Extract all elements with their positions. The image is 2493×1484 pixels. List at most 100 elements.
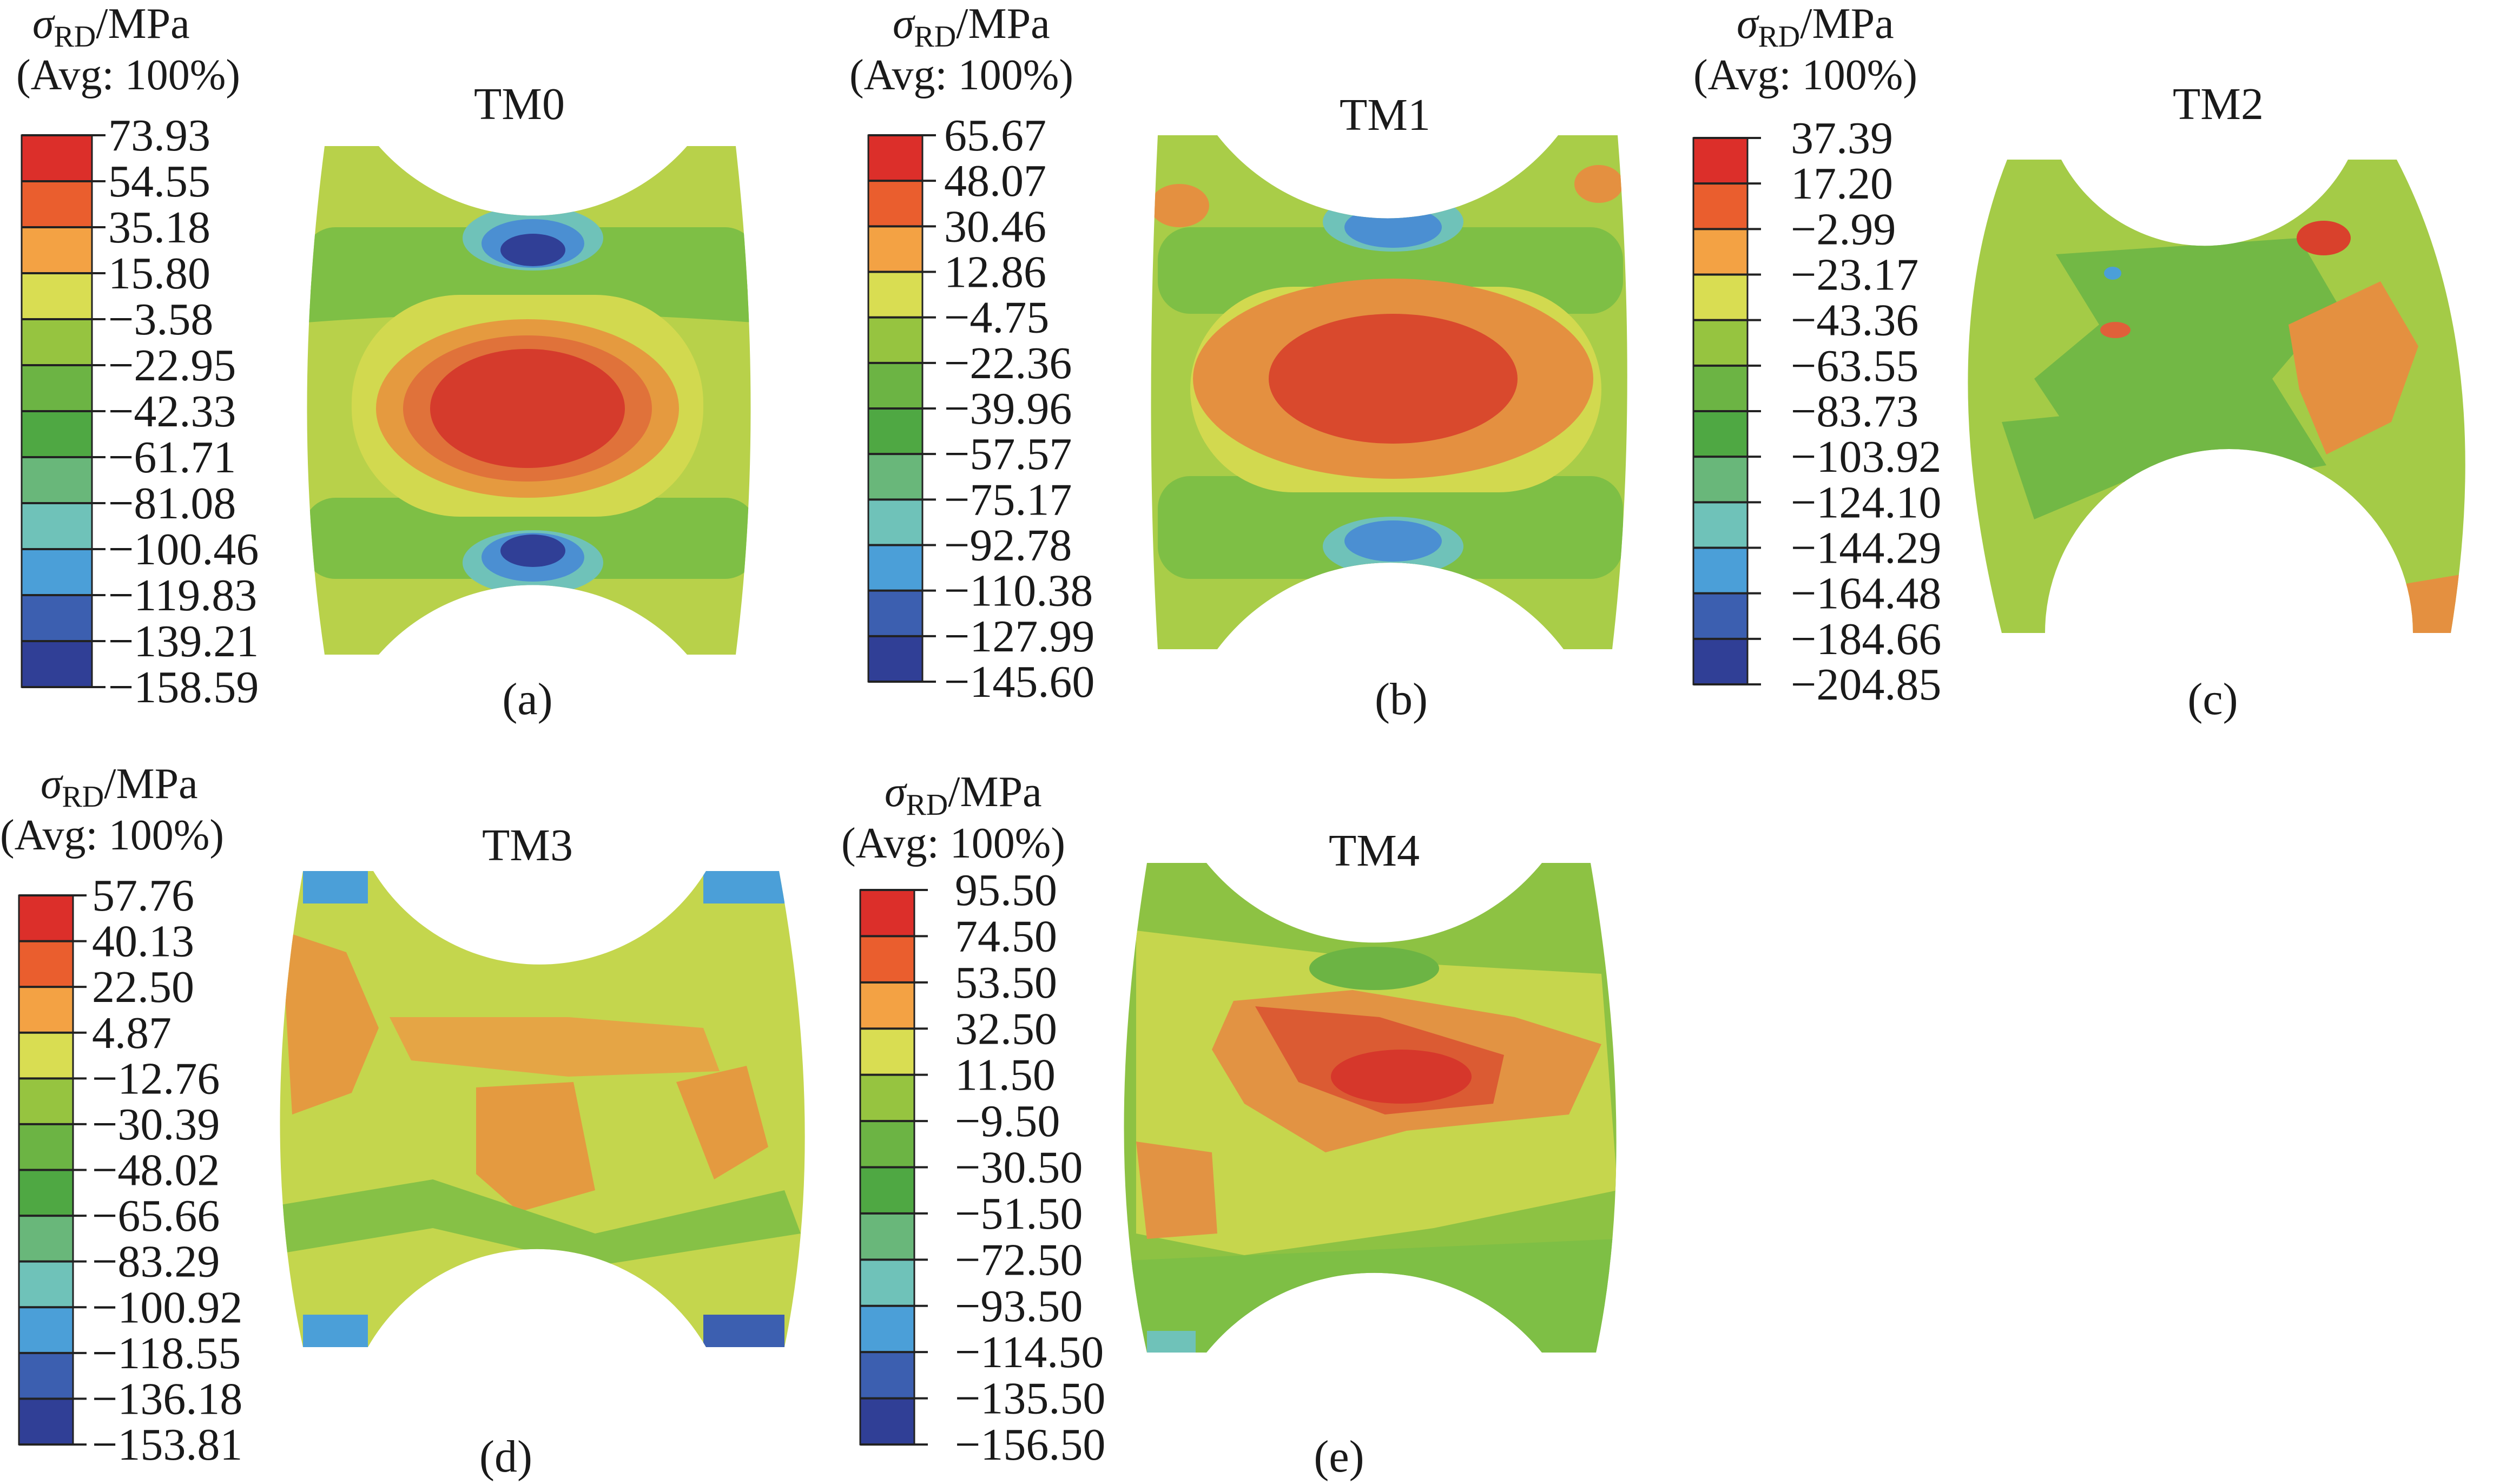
legend-title: σRD/MPa — [893, 0, 1050, 54]
legend-color-block — [22, 503, 92, 549]
top-notch-navy — [500, 234, 565, 266]
legend-color-block — [22, 549, 92, 595]
legend-symbol: σ — [32, 0, 55, 48]
legend-tick-label: −63.55 — [1791, 341, 1918, 391]
legend-symbol: σ — [1737, 0, 1759, 48]
bottom-right-blue-corner — [703, 1315, 784, 1347]
legend-color-block — [860, 1074, 914, 1122]
right-orange-patch — [1574, 165, 1623, 203]
legend-tick-label: −51.50 — [955, 1189, 1083, 1239]
legend-tick-label: −119.83 — [108, 570, 257, 621]
legend-a: σRD/MPa (Avg: 100%) 73.9354.5535.1815.80… — [16, 0, 259, 713]
left-orange-patch — [281, 931, 379, 1114]
legend-color-block — [19, 895, 73, 941]
upper-orange-band — [390, 1017, 720, 1077]
legend-color-block — [22, 411, 92, 457]
legend-tick-label: 4.87 — [92, 1008, 172, 1058]
panel-title: TM3 — [482, 820, 573, 870]
green-streak — [280, 1179, 801, 1266]
legend-color-block — [860, 982, 914, 1029]
legend-e: σRD/MPa (Avg: 100%) 95.5074.5053.5032.50… — [841, 768, 1105, 1470]
legend-tick-label: 48.07 — [944, 156, 1046, 206]
legend-tick-label: −12.76 — [92, 1053, 220, 1104]
legend-tick-label: −114.50 — [955, 1327, 1104, 1377]
legend-color-block — [19, 1307, 73, 1353]
legend-tick-label: −136.18 — [92, 1374, 242, 1424]
legend-tick-label: −127.99 — [944, 611, 1094, 662]
legend-tick-label: −22.95 — [108, 340, 236, 391]
legend-symbol: σ — [893, 0, 915, 48]
legend-tick-label: 73.93 — [108, 110, 210, 161]
legend-color-block — [868, 135, 922, 181]
legend-color-block — [22, 595, 92, 641]
legend-color-block — [860, 1028, 914, 1075]
legend-color-block — [868, 317, 922, 363]
legend-tick-label: −30.39 — [92, 1099, 220, 1150]
legend-tick-label: −153.81 — [92, 1420, 242, 1470]
legend-color-block — [22, 319, 92, 365]
legend-unit: /MPa — [96, 0, 189, 48]
legend-color-block — [1693, 593, 1747, 639]
legend-tick-label: 53.50 — [955, 958, 1057, 1008]
legend-tick-label: −23.17 — [1791, 250, 1918, 300]
legend-tick-label: −65.66 — [92, 1191, 220, 1241]
legend-color-block — [22, 227, 92, 273]
bottom-left-blue-corner — [303, 1315, 368, 1347]
legend-tick-labels: 65.6748.0730.4612.86−4.75−22.36−39.96−57… — [944, 110, 1094, 707]
legend-color-block — [860, 1167, 914, 1213]
legend-color-block — [1693, 138, 1747, 184]
legend-color-block — [22, 365, 92, 411]
panel-caption: (d) — [479, 1432, 532, 1482]
bottom-notch-blue — [1344, 520, 1442, 562]
legend-tick-label: −93.50 — [955, 1281, 1083, 1331]
legend-tick-label: −144.29 — [1791, 523, 1941, 573]
legend-color-block — [860, 1398, 914, 1445]
legend-subscript: RD — [914, 20, 956, 54]
legend-color-block — [860, 1352, 914, 1399]
color-scale-bar — [867, 134, 936, 683]
legend-tick-label: −204.85 — [1791, 659, 1941, 710]
legend-color-block — [1693, 229, 1747, 275]
legend-tick-labels: 57.7640.1322.504.87−12.76−30.39−48.02−65… — [92, 870, 242, 1470]
legend-tick-label: −100.46 — [108, 524, 259, 575]
legend-subtitle: (Avg: 100%) — [1693, 51, 1917, 99]
legend-color-block — [868, 499, 922, 545]
top-left-blue-corner — [303, 871, 368, 903]
legend-color-block — [22, 135, 92, 181]
legend-tick-labels: 95.5074.5053.5032.5011.50−9.50−30.50−51.… — [955, 865, 1105, 1470]
legend-color-block — [860, 1213, 914, 1260]
bottom-notch-navy — [500, 535, 565, 567]
legend-color-block — [22, 181, 92, 227]
legend-color-block — [868, 226, 922, 272]
legend-color-block — [19, 1399, 73, 1445]
legend-tick-label: 35.18 — [108, 202, 210, 253]
red-core — [1331, 1050, 1472, 1104]
legend-subtitle: (Avg: 100%) — [841, 820, 1065, 867]
legend-color-block — [19, 1216, 73, 1262]
small-blue-spot — [2104, 267, 2121, 280]
bottom-left-cyan — [1147, 1331, 1196, 1353]
legend-tick-label: −39.96 — [944, 384, 1072, 434]
right-orange-patch — [2288, 281, 2418, 454]
legend-symbol: σ — [41, 760, 63, 808]
legend-tick-label: −75.17 — [944, 474, 1072, 525]
legend-border — [1692, 137, 1749, 685]
color-scale-bar — [18, 894, 87, 1446]
legend-tick-label: −184.66 — [1791, 614, 1941, 664]
legend-color-block — [1693, 502, 1747, 548]
panel-caption: (e) — [1314, 1432, 1364, 1482]
legend-tick-label: −145.60 — [944, 657, 1094, 707]
left-orange-patch — [1136, 1142, 1217, 1239]
color-scale-bar — [21, 134, 105, 688]
legend-c: σRD/MPa (Avg: 100%) 37.3917.20−2.99−23.1… — [1692, 0, 1941, 710]
legend-color-block — [868, 408, 922, 454]
legend-color-block — [19, 1261, 73, 1308]
legend-title: σRD/MPa — [41, 760, 198, 814]
legend-tick-label: −110.38 — [944, 566, 1093, 616]
legend-color-block — [868, 636, 922, 682]
legend-color-block — [22, 457, 92, 503]
legend-color-block — [868, 545, 922, 591]
panel-caption: (a) — [502, 674, 552, 724]
legend-border — [867, 134, 924, 683]
panel-caption: (b) — [1375, 674, 1428, 724]
